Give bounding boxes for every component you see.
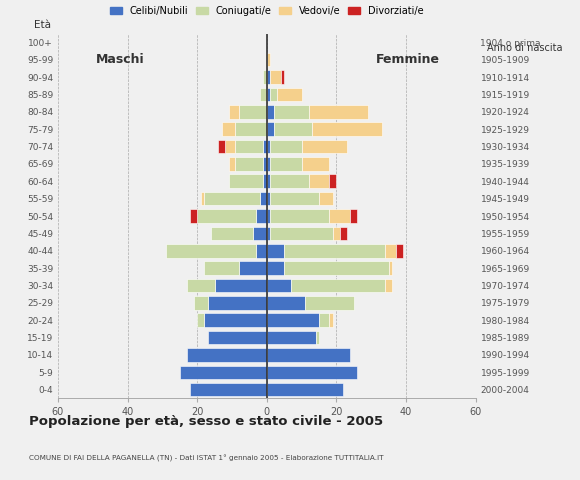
Bar [291,279,385,292]
Bar [263,70,267,84]
Bar [329,175,336,188]
Bar [267,279,291,292]
Bar [263,140,267,153]
Bar [190,209,197,223]
Bar [194,296,208,310]
Bar [215,279,267,292]
Bar [235,157,263,171]
Bar [204,313,267,327]
Bar [263,175,267,188]
Bar [270,140,302,153]
Bar [256,244,267,257]
Bar [267,122,274,136]
Bar [309,105,368,119]
Bar [267,53,270,66]
Bar [229,157,235,171]
Text: Età: Età [34,20,51,30]
Bar [329,313,333,327]
Bar [267,244,284,257]
Text: Anno di nascita: Anno di nascita [487,43,563,53]
Bar [270,157,302,171]
Bar [385,279,392,292]
Legend: Celibi/Nubili, Coniugati/e, Vedovi/e, Divorziati/e: Celibi/Nubili, Coniugati/e, Vedovi/e, Di… [107,2,427,20]
Bar [267,192,270,205]
Bar [267,348,350,362]
Text: Femmine: Femmine [375,53,440,66]
Bar [197,313,204,327]
Bar [204,261,239,275]
Bar [218,140,225,153]
Bar [267,105,274,119]
Bar [284,244,385,257]
Bar [270,209,329,223]
Text: Popolazione per età, sesso e stato civile - 2005: Popolazione per età, sesso e stato civil… [29,415,383,428]
Bar [309,175,329,188]
Bar [235,122,267,136]
Bar [277,88,302,101]
Bar [225,140,235,153]
Bar [274,105,309,119]
Bar [333,227,340,240]
Bar [312,122,382,136]
Bar [319,192,333,205]
Bar [229,175,263,188]
Bar [267,331,316,344]
Bar [350,209,357,223]
Bar [270,70,281,84]
Bar [211,227,253,240]
Bar [235,140,263,153]
Bar [270,192,319,205]
Bar [267,261,284,275]
Bar [208,331,267,344]
Bar [267,227,270,240]
Bar [270,88,277,101]
Bar [389,261,392,275]
Bar [316,331,319,344]
Bar [256,209,267,223]
Bar [208,296,267,310]
Bar [267,209,270,223]
Bar [340,227,347,240]
Bar [267,366,357,379]
Bar [267,140,270,153]
Bar [329,209,350,223]
Bar [267,313,319,327]
Bar [180,366,267,379]
Bar [274,122,312,136]
Bar [284,261,389,275]
Bar [260,88,267,101]
Bar [270,227,333,240]
Bar [270,175,309,188]
Bar [396,244,403,257]
Bar [166,244,256,257]
Bar [319,313,329,327]
Text: COMUNE DI FAI DELLA PAGANELLA (TN) - Dati ISTAT 1° gennaio 2005 - Elaborazione T: COMUNE DI FAI DELLA PAGANELLA (TN) - Dat… [29,455,383,462]
Bar [222,122,235,136]
Bar [187,348,267,362]
Bar [267,157,270,171]
Bar [187,279,215,292]
Bar [229,105,239,119]
Bar [197,209,256,223]
Text: Maschi: Maschi [96,53,144,66]
Bar [267,88,270,101]
Bar [267,175,270,188]
Bar [239,261,267,275]
Bar [201,192,204,205]
Bar [281,70,284,84]
Bar [260,192,267,205]
Bar [305,296,354,310]
Bar [267,70,270,84]
Bar [267,296,305,310]
Bar [302,157,329,171]
Bar [263,157,267,171]
Bar [239,105,267,119]
Bar [267,383,343,396]
Bar [385,244,396,257]
Bar [190,383,267,396]
Bar [302,140,347,153]
Bar [204,192,260,205]
Bar [253,227,267,240]
